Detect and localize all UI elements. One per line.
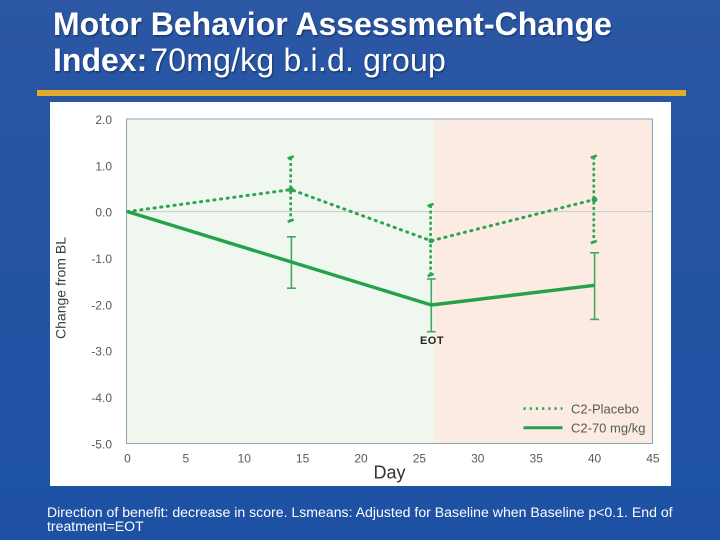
svg-text:C2-Placebo: C2-Placebo — [571, 401, 639, 416]
svg-text:EOT: EOT — [420, 335, 444, 347]
svg-text:30: 30 — [471, 452, 485, 466]
svg-text:35: 35 — [530, 452, 544, 466]
svg-text:-1.0: -1.0 — [91, 252, 112, 266]
svg-text:15: 15 — [296, 452, 310, 466]
svg-text:C2-70 mg/kg: C2-70 mg/kg — [571, 421, 645, 436]
svg-text:25: 25 — [413, 452, 427, 466]
svg-text:20: 20 — [354, 452, 368, 466]
svg-text:40: 40 — [588, 452, 602, 466]
svg-text:0.0: 0.0 — [95, 206, 112, 220]
svg-text:-2.0: -2.0 — [91, 298, 112, 312]
svg-text:-4.0: -4.0 — [91, 391, 112, 405]
svg-text:5: 5 — [183, 452, 190, 466]
svg-text:45: 45 — [646, 452, 660, 466]
svg-text:Day: Day — [373, 463, 405, 483]
svg-text:-5.0: -5.0 — [91, 437, 112, 451]
svg-text:-3.0: -3.0 — [91, 345, 112, 359]
svg-text:Change from BL: Change from BL — [53, 237, 69, 339]
svg-text:0: 0 — [124, 452, 131, 466]
svg-text:2.0: 2.0 — [95, 113, 112, 127]
svg-text:1.0: 1.0 — [95, 159, 112, 173]
svg-text:10: 10 — [238, 452, 252, 466]
